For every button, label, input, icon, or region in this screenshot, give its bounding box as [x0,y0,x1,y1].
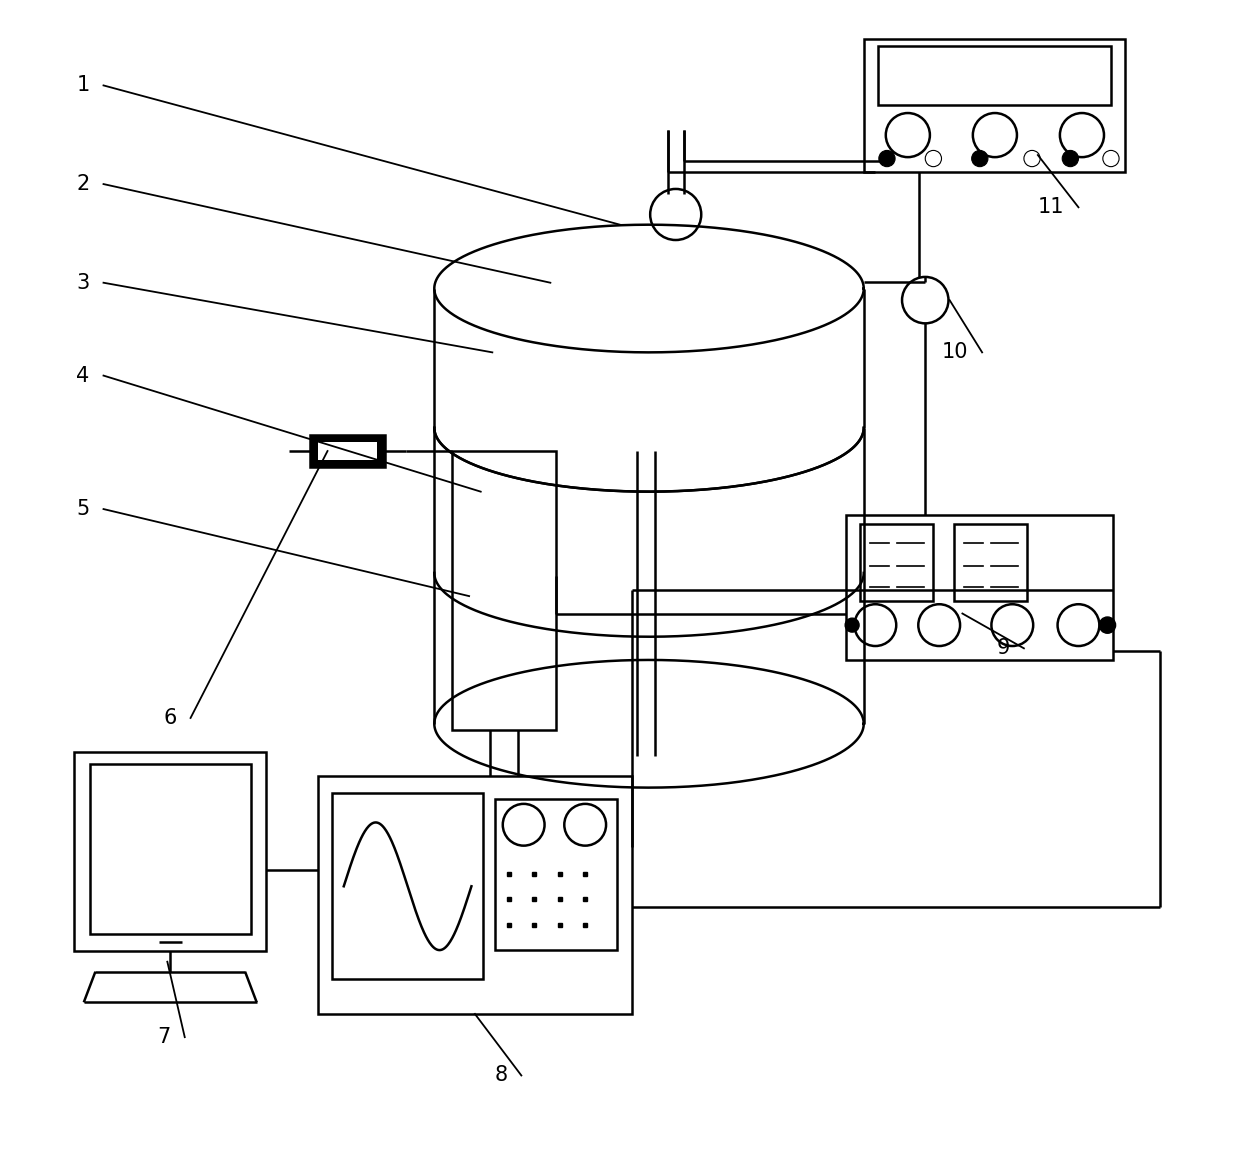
Circle shape [972,151,988,167]
Text: 4: 4 [77,366,89,386]
Text: 2: 2 [77,174,89,194]
Text: 11: 11 [1038,198,1064,217]
Bar [861,524,934,601]
Circle shape [879,151,895,167]
Bar [451,451,557,729]
Bar [878,46,1111,105]
Bar [319,776,631,1014]
Text: 10: 10 [941,343,968,362]
Bar [89,763,250,934]
Circle shape [1024,151,1040,167]
Bar [310,435,384,468]
Circle shape [846,618,859,632]
Bar [332,794,484,980]
Bar [864,39,1125,173]
Bar [847,514,1114,660]
Text: 3: 3 [77,272,89,292]
Circle shape [1063,151,1079,167]
Text: 1: 1 [77,76,89,96]
Circle shape [1102,151,1118,167]
Circle shape [1100,617,1116,634]
Circle shape [925,151,941,167]
Text: 6: 6 [164,708,176,728]
Text: 5: 5 [77,499,89,519]
Bar [74,752,267,952]
Bar [495,800,616,950]
Text: 7: 7 [157,1028,171,1047]
Bar [317,442,377,461]
Text: 9: 9 [997,638,1011,658]
Text: 8: 8 [495,1065,507,1086]
Bar [955,524,1028,601]
